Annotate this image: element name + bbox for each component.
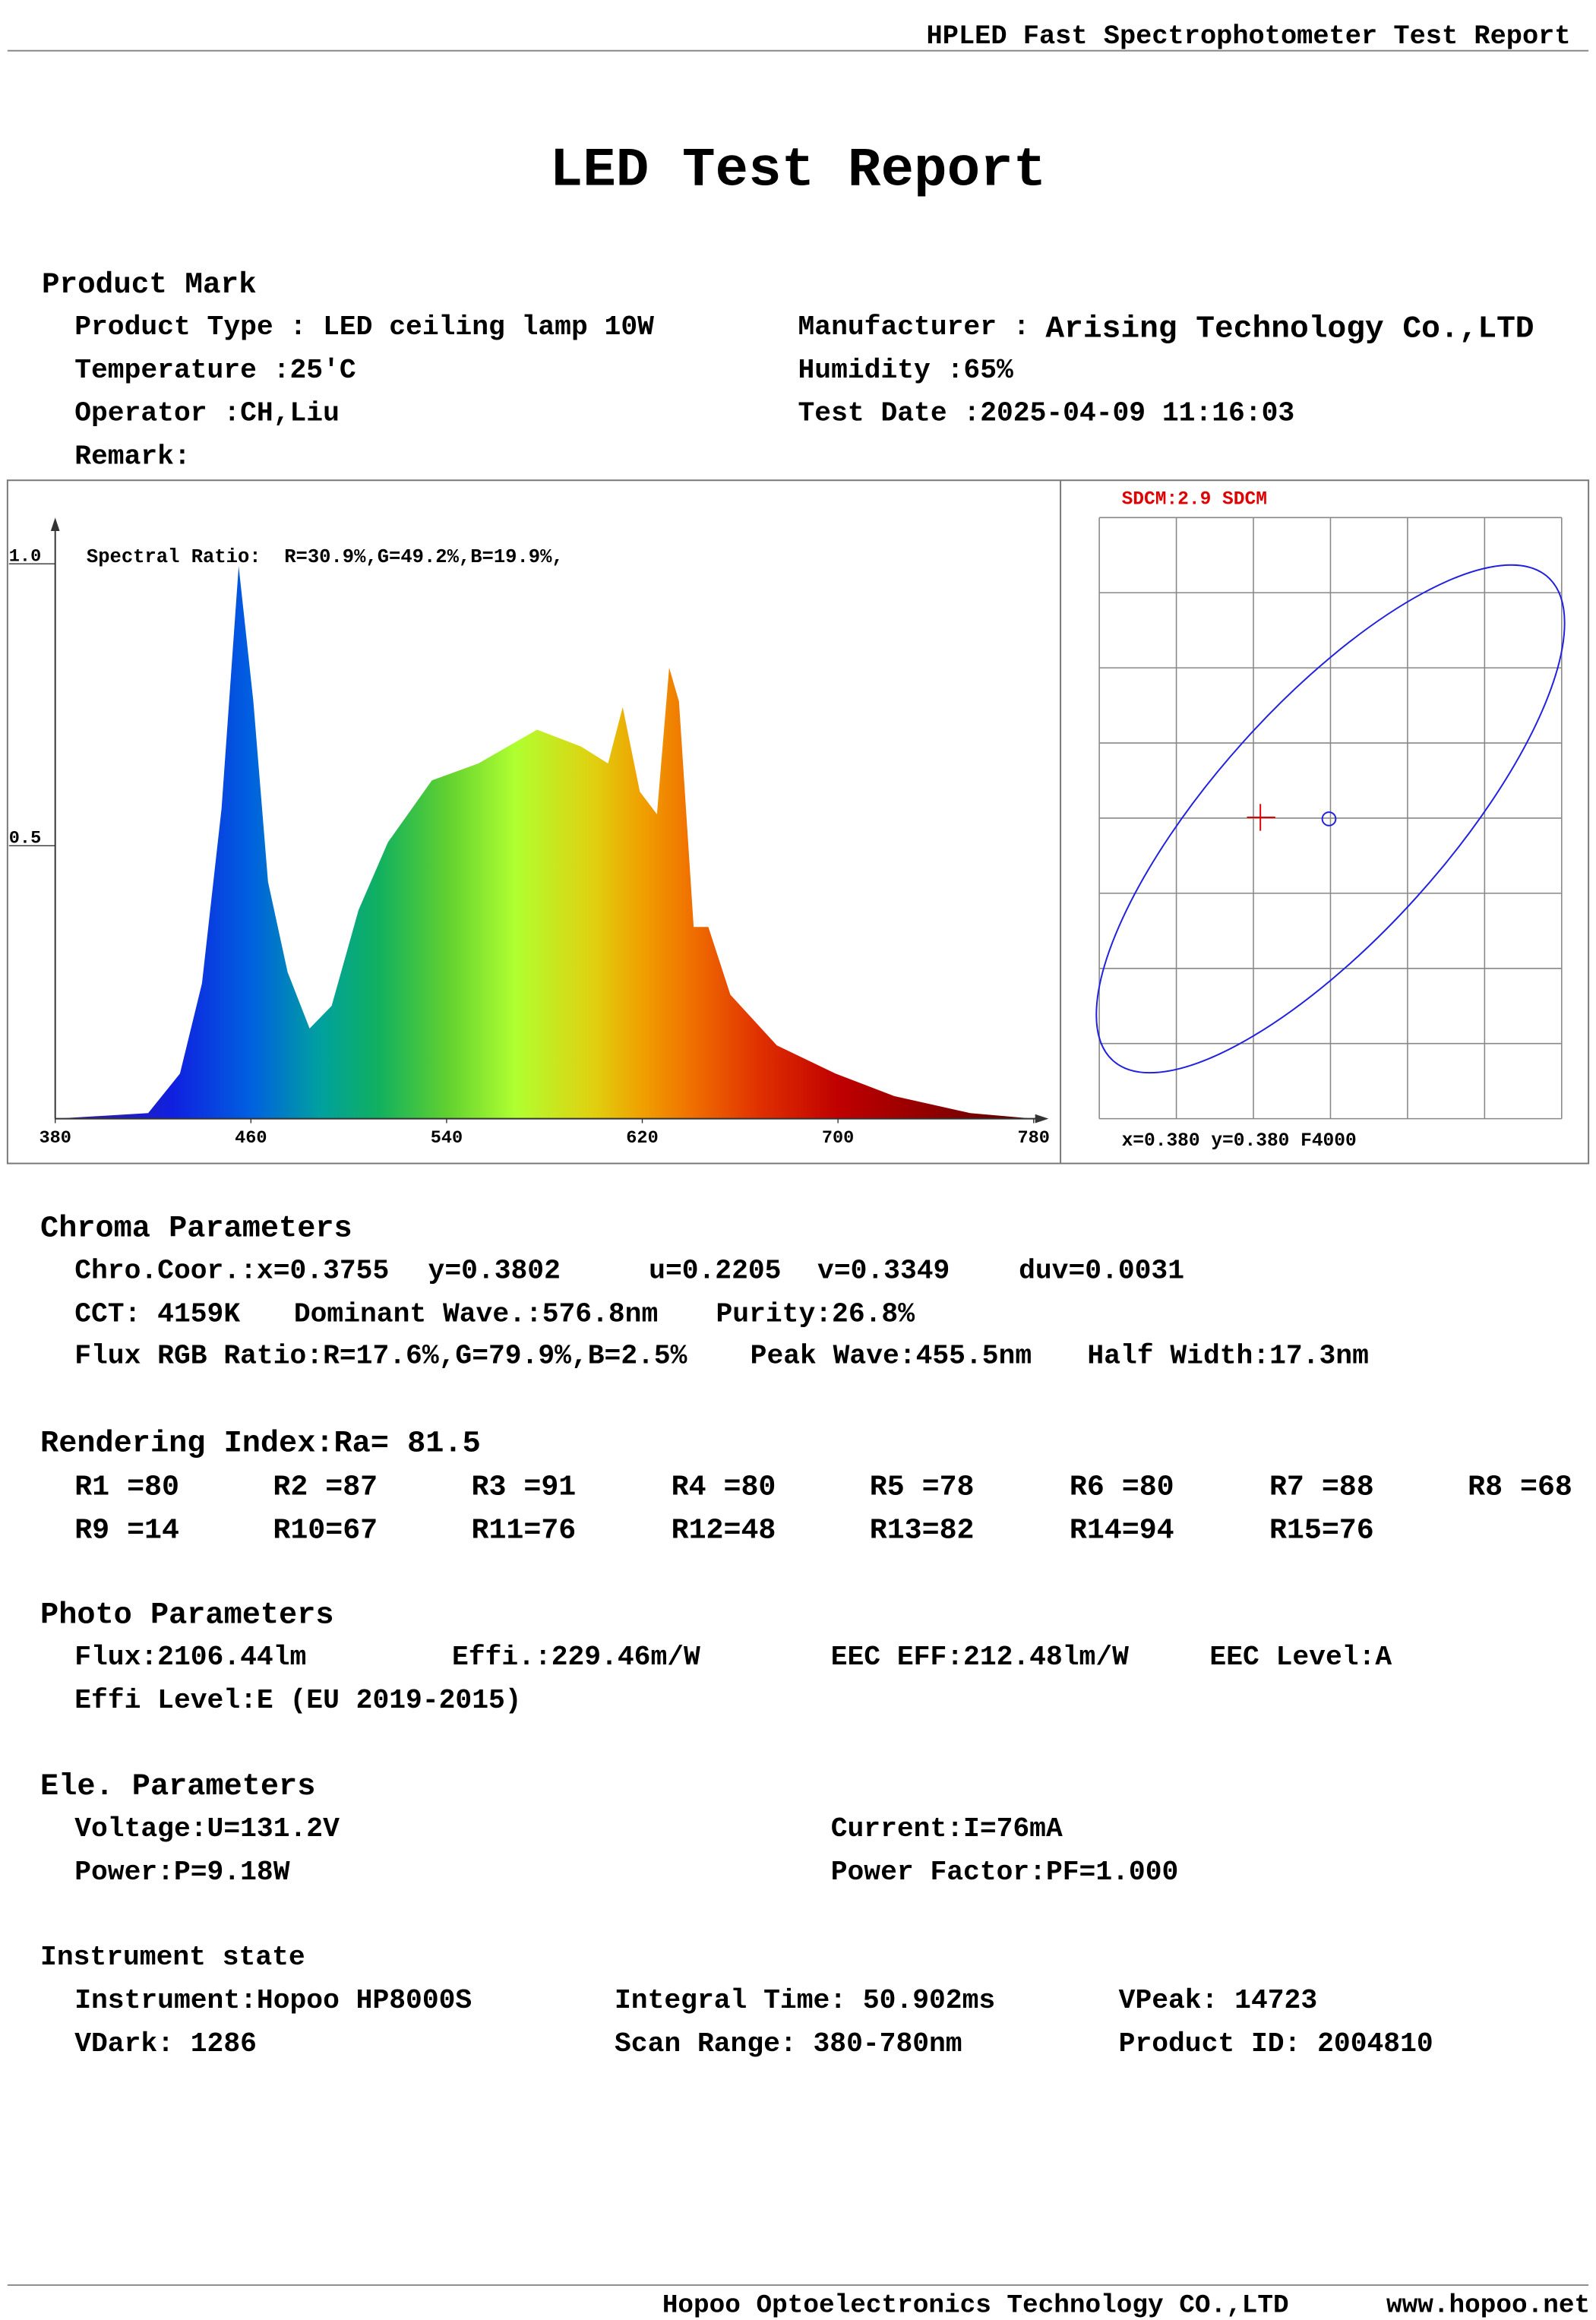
section-heading: Ele. Parameters bbox=[40, 1769, 315, 1804]
x-tick-label: 780 bbox=[1018, 1128, 1050, 1149]
parameter: Power:P=9.18W bbox=[74, 1857, 289, 1888]
parameter: R3 =91 bbox=[471, 1471, 576, 1503]
sdcm-diagram: SDCM:2.9 SDCM x=0.380 y=0.380 F4000 bbox=[1095, 490, 1566, 1152]
y-tick-label: 0.5 bbox=[9, 828, 41, 849]
x-tick-label: 700 bbox=[822, 1128, 854, 1149]
parameter: Purity:26.8% bbox=[716, 1299, 915, 1330]
parameter: R14=94 bbox=[1070, 1514, 1174, 1547]
product-field: Operator :CH,Liu bbox=[74, 398, 340, 429]
parameter: Flux:2106.44lm bbox=[74, 1642, 306, 1673]
parameter: R10=67 bbox=[273, 1514, 378, 1547]
spectrum-area bbox=[55, 566, 1034, 1119]
parameter: R2 =87 bbox=[273, 1471, 378, 1503]
parameter: R8 =68 bbox=[1468, 1471, 1572, 1503]
x-tick-label: 460 bbox=[235, 1128, 267, 1149]
parameter: Effi Level:E (EU 2019-2015) bbox=[74, 1685, 521, 1716]
spectrum-chart: 0.5 1.0 380 460 540 620 700 780 Spectral Ratio: … bbox=[8, 517, 1050, 1149]
parameter: Dominant Wave.:576.8nm bbox=[294, 1299, 658, 1330]
parameter: Power Factor:PF=1.000 bbox=[831, 1857, 1179, 1888]
parameter: R1 =80 bbox=[74, 1471, 179, 1503]
parameter: R13=82 bbox=[870, 1514, 975, 1547]
section-heading: Instrument state bbox=[40, 1942, 305, 1973]
parameter: R4 =80 bbox=[672, 1471, 776, 1503]
parameter: Peak Wave:455.5nm bbox=[751, 1341, 1032, 1372]
product-field: Humidity :65% bbox=[798, 355, 1013, 386]
footer-company: Hopoo Optoelectronics Technology CO.,LTD bbox=[662, 2290, 1289, 2320]
parameter: v=0.3349 bbox=[817, 1256, 950, 1287]
header-title: HPLED Fast Spectrophotometer Test Report bbox=[927, 21, 1571, 52]
parameter: Flux RGB Ratio:R=17.6%,G=79.9%,B=2.5% bbox=[74, 1341, 687, 1372]
chart-frame bbox=[6, 479, 1590, 1165]
product-field: Test Date :2025-04-09 11:16:03 bbox=[798, 398, 1295, 429]
parameter: Half Width:17.3nm bbox=[1087, 1341, 1368, 1372]
y-tick-label: 1.0 bbox=[9, 546, 41, 567]
parameter: R11=76 bbox=[471, 1514, 576, 1547]
sdcm-caption: x=0.380 y=0.380 F4000 bbox=[1122, 1131, 1357, 1152]
parameter: R15=76 bbox=[1269, 1514, 1374, 1547]
chart-annotation: Spectral Ratio: R=30.9%,G=49.2%,B=19.9%, bbox=[87, 546, 564, 568]
y-axis-arrow bbox=[50, 517, 60, 531]
product-field: Arising Technology Co.,LTD bbox=[1045, 312, 1534, 347]
parameter: R9 =14 bbox=[74, 1514, 179, 1547]
parameter: CCT: 4159K bbox=[74, 1299, 240, 1330]
parameter: EEC EFF:212.48lm/W bbox=[831, 1642, 1129, 1673]
parameter: EEC Level:A bbox=[1209, 1642, 1392, 1673]
target-point bbox=[1321, 811, 1337, 827]
parameter: y=0.3802 bbox=[428, 1256, 561, 1287]
parameter: duv=0.0031 bbox=[1019, 1256, 1184, 1287]
product-field: Temperature :25'C bbox=[74, 355, 356, 386]
sdcm-ellipse bbox=[1095, 564, 1566, 1074]
section-heading: Rendering Index:Ra= 81.5 bbox=[40, 1426, 481, 1461]
parameter: Scan Range: 380-780nm bbox=[615, 2028, 962, 2059]
parameter: Chro.Coor.:x=0.3755 bbox=[74, 1256, 389, 1287]
section-heading: Product Mark bbox=[42, 267, 257, 302]
x-axis-arrow bbox=[1035, 1114, 1049, 1124]
parameter: R12=48 bbox=[672, 1514, 776, 1547]
parameter: R5 =78 bbox=[870, 1471, 975, 1503]
section-heading: Chroma Parameters bbox=[40, 1212, 352, 1247]
x-tick-label: 620 bbox=[626, 1128, 658, 1149]
x-tick-label: 380 bbox=[39, 1128, 71, 1149]
parameter: Product ID: 2004810 bbox=[1119, 2028, 1433, 2059]
parameter: VPeak: 14723 bbox=[1119, 1985, 1318, 2016]
product-field: Remark: bbox=[74, 441, 191, 473]
parameter: R6 =80 bbox=[1070, 1471, 1174, 1503]
product-field: Manufacturer : bbox=[798, 311, 1030, 343]
footer-website: www.hopoo.net bbox=[1386, 2290, 1590, 2320]
report-title: LED Test Report bbox=[550, 139, 1047, 201]
parameter: Effi.:229.46m/W bbox=[452, 1642, 700, 1673]
parameter: VDark: 1286 bbox=[74, 2028, 257, 2059]
x-tick-label: 540 bbox=[431, 1128, 463, 1149]
parameter: Current:I=76mA bbox=[831, 1813, 1063, 1844]
product-field: Product Type : LED ceiling lamp 10W bbox=[74, 311, 654, 343]
parameter: R7 =88 bbox=[1269, 1471, 1374, 1503]
sdcm-title: SDCM:2.9 SDCM bbox=[1122, 490, 1267, 510]
parameter: u=0.2205 bbox=[649, 1256, 781, 1287]
section-heading: Photo Parameters bbox=[40, 1598, 333, 1633]
parameter: Voltage:U=131.2V bbox=[74, 1813, 340, 1844]
parameter: Instrument:Hopoo HP8000S bbox=[74, 1985, 472, 2016]
parameter: Integral Time: 50.902ms bbox=[615, 1985, 995, 2016]
